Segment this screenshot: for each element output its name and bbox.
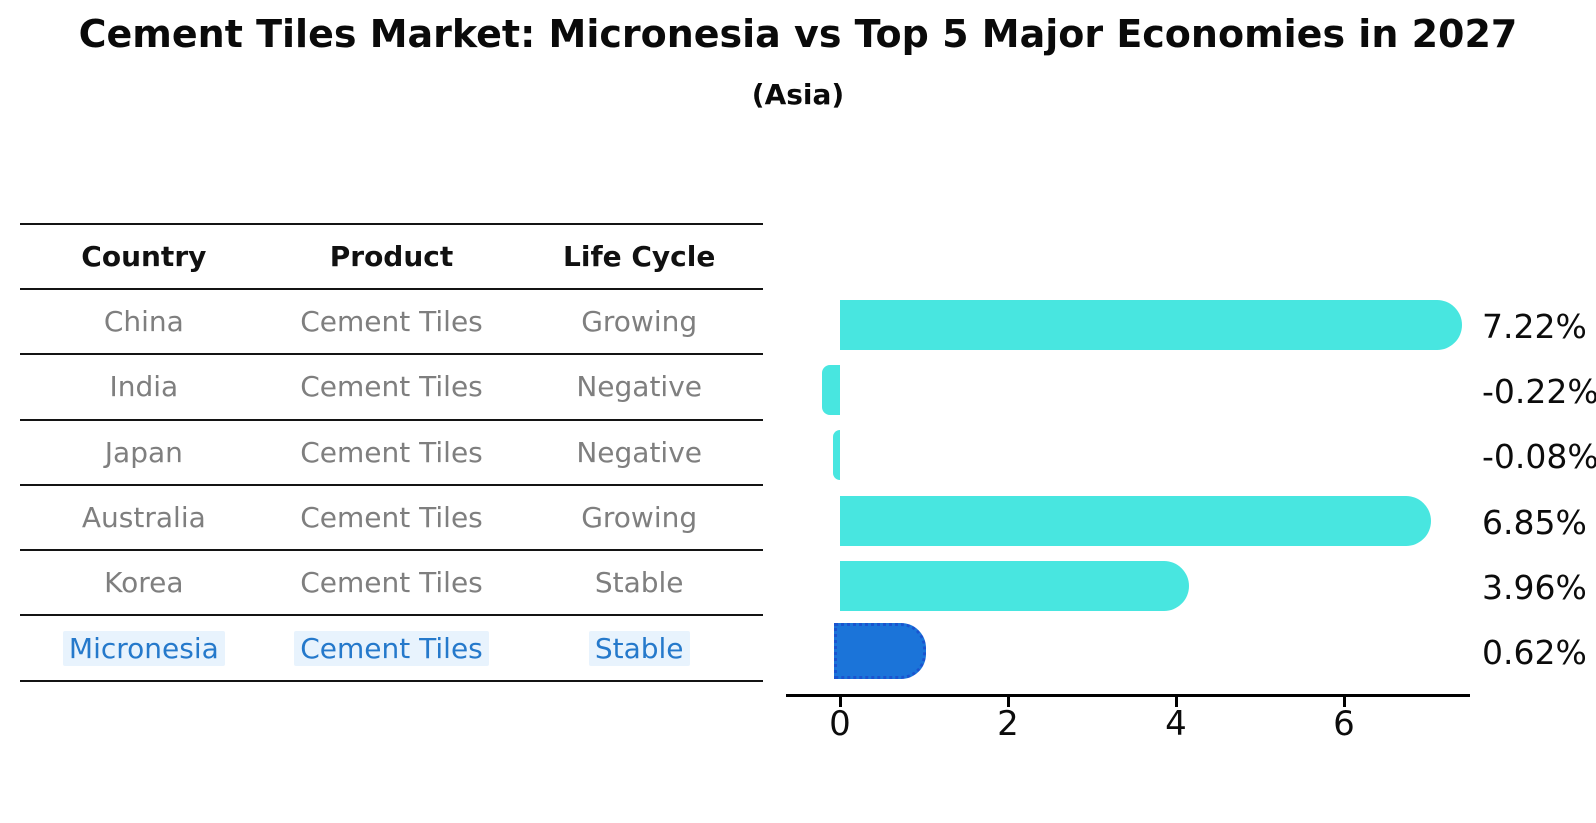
table-cell-text: Growing: [581, 305, 698, 339]
table-cell-text: Cement Tiles: [300, 305, 483, 339]
table-cell-product: Cement Tiles: [268, 436, 516, 469]
table-cell-text: Japan: [104, 435, 183, 469]
table-row-australia: Australia Cement Tiles Growing: [20, 486, 763, 552]
table-cell-country: Japan: [20, 436, 268, 469]
bar-row-korea: 3.96%: [788, 553, 1596, 618]
table-cell-text: Micronesia: [62, 630, 225, 666]
x-tick-mark: [1342, 697, 1346, 707]
table-cell-text: Growing: [581, 501, 698, 535]
table-cell-product: Cement Tiles: [268, 501, 516, 534]
table-cell-life-cycle: Growing: [515, 501, 763, 534]
value-label-japan: -0.08%: [1482, 437, 1596, 477]
bar-japan: [833, 430, 840, 481]
value-label-micronesia: 0.62%: [1482, 633, 1587, 673]
chart-subtitle: (Asia): [751, 78, 845, 111]
table-cell-life-cycle: Stable: [515, 566, 763, 599]
bar-india: [821, 364, 840, 415]
table-cell-country: China: [20, 305, 268, 338]
x-tick-mark: [1006, 697, 1010, 707]
table-row-india: India Cement Tiles Negative: [20, 355, 763, 421]
table-body: China Cement Tiles Growing India Cement Tile…: [20, 290, 763, 682]
table-cell-text: Australia: [81, 501, 206, 535]
table-cell-life-cycle: Negative: [515, 370, 763, 403]
table-cell-text: India: [109, 370, 179, 404]
x-tick-label: 4: [1165, 704, 1187, 744]
table-cell-text: Cement Tiles: [294, 630, 489, 666]
table-cell-text: Cement Tiles: [300, 566, 483, 600]
table-cell-product: Cement Tiles: [268, 630, 516, 666]
value-label-australia: 6.85%: [1482, 502, 1587, 542]
table-cell-country: India: [20, 370, 268, 403]
bar-row-micronesia: 0.62%: [788, 619, 1596, 684]
table-header-row: Country Product Life Cycle: [20, 225, 763, 290]
table-cell-text: Negative: [576, 435, 703, 469]
table-cell-text: Stable: [594, 566, 684, 600]
table-row-micronesia: Micronesia Cement Tiles Stable: [20, 616, 763, 682]
bar-china: [840, 299, 1463, 350]
table-cell-text: Cement Tiles: [300, 501, 483, 535]
table-cell-product: Cement Tiles: [268, 566, 516, 599]
table-cell-country: Australia: [20, 501, 268, 534]
bar-australia: [840, 495, 1432, 546]
x-tick-label: 0: [829, 704, 851, 744]
table-cell-country: Korea: [20, 566, 268, 599]
table-cell-text: Cement Tiles: [300, 435, 483, 469]
bar-row-india: -0.22%: [788, 357, 1596, 422]
bar-row-australia: 6.85%: [788, 488, 1596, 553]
comparison-table: Country Product Life Cycle China Cement Til…: [20, 223, 763, 682]
table-cell-country: Micronesia: [20, 630, 268, 666]
table-cell-life-cycle: Growing: [515, 305, 763, 338]
x-tick-label: 2: [997, 704, 1019, 744]
table-cell-text: China: [103, 305, 184, 339]
x-axis-line: [786, 694, 1470, 697]
table-row-japan: Japan Cement Tiles Negative: [20, 421, 763, 486]
table-header-cell-product: Product: [329, 240, 454, 273]
table-cell-text: Stable: [588, 630, 690, 666]
table-cell-text: Negative: [576, 370, 703, 404]
x-tick-mark: [838, 697, 842, 707]
table-cell-product: Cement Tiles: [268, 370, 516, 403]
bar-korea: [840, 560, 1189, 611]
table-header-cell-life-cycle: Life Cycle: [563, 240, 716, 273]
value-label-india: -0.22%: [1482, 371, 1596, 411]
table-cell-life-cycle: Negative: [515, 436, 763, 469]
table-header-cell-country: Country: [81, 240, 207, 273]
table-row-china: China Cement Tiles Growing: [20, 290, 763, 356]
x-tick-label: 6: [1333, 704, 1355, 744]
x-tick-mark: [1174, 697, 1178, 707]
value-label-korea: 3.96%: [1482, 567, 1587, 607]
chart-title: Cement Tiles Market: Micronesia vs Top 5…: [78, 12, 1518, 56]
bar-row-japan: -0.08%: [788, 423, 1596, 488]
table-row-korea: Korea Cement Tiles Stable: [20, 551, 763, 617]
table-cell-text: Korea: [104, 566, 184, 600]
table-cell-life-cycle: Stable: [515, 630, 763, 666]
bar-micronesia: [834, 623, 927, 680]
table-cell-text: Cement Tiles: [300, 370, 483, 404]
bar-row-china: 7.22%: [788, 292, 1596, 357]
table-cell-product: Cement Tiles: [268, 305, 516, 338]
value-label-china: 7.22%: [1482, 306, 1587, 346]
bar-chart: 7.22% -0.22% -0.08% 6.85% 3.96% 0.62% 0 2 4 6: [786, 292, 1596, 823]
